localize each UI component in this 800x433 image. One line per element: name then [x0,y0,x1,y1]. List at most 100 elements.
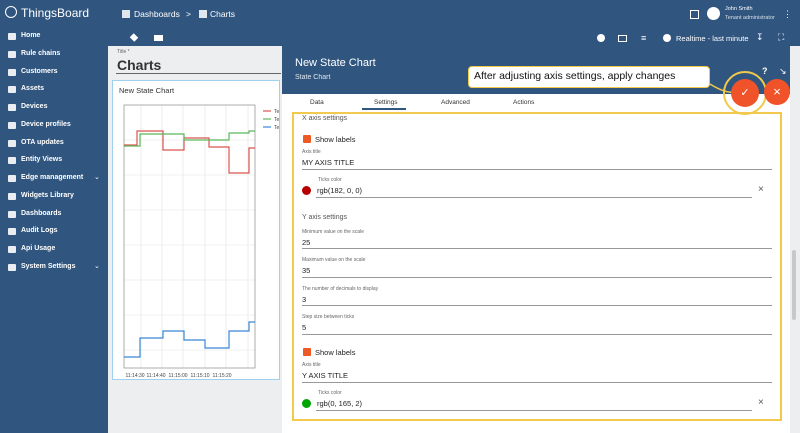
breadcrumb-separator: > [186,9,191,19]
plot-frame [123,104,256,369]
avatar[interactable] [707,7,720,20]
menu-item[interactable]: Customers [21,68,58,75]
clear-icon[interactable]: × [758,184,764,195]
timewindow[interactable]: Realtime - last minute [676,34,749,43]
field-value[interactable]: Y AXIS TITLE [302,371,348,380]
help-icon[interactable]: ? [762,66,768,76]
section-heading: Y axis settings [302,214,348,221]
menu-item[interactable]: Edge management [21,174,84,181]
x-axis: 11:14:30 11:14:40 11:15:00 11:15:10 11:1… [125,373,231,379]
sidebar [0,0,108,433]
menu-icon [8,69,16,76]
menu-item[interactable]: Home [21,32,41,39]
breadcrumb[interactable]: Dashboards [134,9,180,19]
checkbox[interactable] [303,348,311,356]
widget-card[interactable] [112,80,280,380]
x-tick-label: 11:14:40 [146,373,165,379]
clear-icon[interactable]: × [758,397,764,408]
menu-item[interactable]: Rule chains [21,50,61,57]
menu-icon [8,104,16,111]
menu-icon [8,246,16,253]
menu-icon [8,175,16,182]
apply-button[interactable]: ✓ [731,79,759,107]
logo[interactable]: ThingsBoard [21,6,90,20]
menu-icon [8,228,16,235]
field-underline [302,382,772,383]
x-tick-label: 11:15:20 [212,373,231,379]
field-label: Maximum value on the scale [302,257,366,263]
callout-text: After adjusting axis settings, apply cha… [474,70,676,82]
field-value[interactable]: MY AXIS TITLE [302,158,355,167]
charts-icon [199,10,207,18]
download-icon[interactable]: ↧ [756,32,764,42]
widget-title: New State Chart [119,86,175,95]
field-value[interactable]: 35 [302,266,311,275]
close-button[interactable]: × [764,79,790,105]
menu-item[interactable]: Dashboards [21,210,62,217]
entity-icon[interactable] [618,35,627,42]
menu-icon [8,157,16,164]
expand-chevron[interactable]: ⌄ [94,174,100,181]
tab[interactable]: Settings [374,99,398,106]
checkbox-label[interactable]: Show labels [315,135,356,144]
field-underline [302,248,772,249]
more-icon[interactable]: ⋮ [783,9,792,19]
field-label: Axis title [302,149,321,155]
filter-icon[interactable]: ≡ [641,33,647,43]
scrollbar[interactable] [792,250,796,320]
dashboard-title[interactable]: Charts [117,57,162,73]
tab[interactable]: Advanced [441,99,470,106]
field-underline [316,410,752,411]
field-underline [302,169,772,170]
menu-item[interactable]: Widgets Library [21,192,74,199]
menu-icon [8,51,16,58]
menu-item[interactable]: Api Usage [21,245,56,252]
field-value[interactable]: 3 [302,295,307,304]
clock-icon[interactable] [663,34,671,42]
chart-grid [124,105,255,368]
minimize-icon[interactable]: ↘ [779,66,787,76]
state-chart: Te Te Te 11:14:30 11:14:40 11:15:00 11:1… [123,104,280,379]
checkbox-label[interactable]: Show labels [315,348,356,357]
legend-entry: Te [274,125,280,131]
tab[interactable]: Data [310,99,324,106]
expand-chevron[interactable]: ⌄ [94,263,100,270]
field-label: Minimum value on the scale [302,229,364,235]
fullscreen-icon[interactable] [690,10,699,19]
menu-item[interactable]: Entity Views [21,156,63,163]
field-label: Axis title [302,362,321,368]
series-line-red [124,130,255,174]
breadcrumb[interactable]: Charts [210,9,236,19]
settings-icon[interactable] [597,34,605,42]
menu-item[interactable]: OTA updates [21,139,64,146]
series-line-blue [124,321,255,358]
menu-item[interactable]: Audit Logs [21,227,58,234]
menu-item[interactable]: System Settings [21,263,76,270]
callout-box [468,66,710,88]
panel-subtitle: State Chart [295,74,331,81]
field-underline [302,277,772,278]
menu-icon [8,211,16,218]
checkbox[interactable] [303,135,311,143]
legend-entry: Te [274,109,280,115]
menu-item[interactable]: Devices [21,103,48,110]
field-value[interactable]: 25 [302,238,311,247]
edit-panel [282,46,790,433]
tab[interactable]: Actions [513,99,535,106]
user-role: Tenant administrator [725,15,775,21]
menu-icon [8,86,16,93]
menu-item[interactable]: Assets [21,85,44,92]
layout-icon[interactable] [154,35,163,41]
field-label: The number of decimals to display [302,286,379,292]
field-value[interactable]: 5 [302,323,307,332]
title-underline [116,73,281,74]
field-value[interactable]: rgb(182, 0, 0) [317,186,363,195]
field-value[interactable]: rgb(0, 165, 2) [317,399,363,408]
x-tick-label: 11:15:00 [168,373,187,379]
section-heading: X axis settings [302,115,348,122]
menu-item[interactable]: Device profiles [21,121,71,128]
color-swatch[interactable] [302,186,311,195]
expand-icon[interactable]: ⛶ [778,32,785,42]
color-swatch[interactable] [302,399,311,408]
